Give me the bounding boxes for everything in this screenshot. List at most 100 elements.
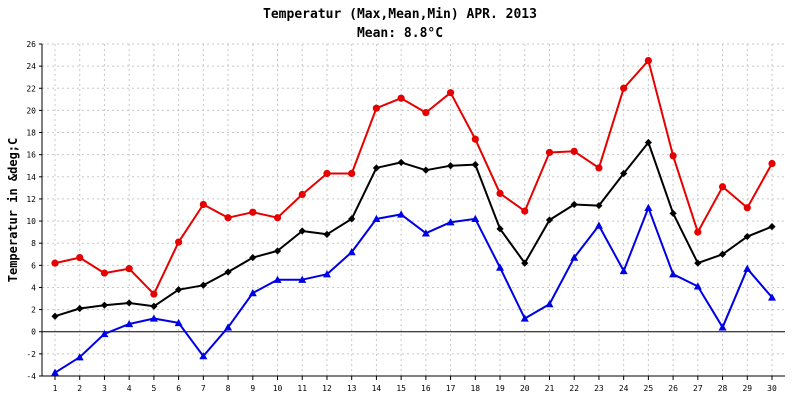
- data-point: [273, 275, 282, 283]
- data-point: [694, 259, 702, 267]
- data-point: [644, 57, 652, 65]
- data-point: [768, 159, 776, 168]
- data-point: [620, 169, 628, 178]
- data-point: [446, 89, 455, 97]
- data-point: [397, 210, 406, 218]
- data-point: [545, 216, 554, 224]
- x-tick-label: 25: [644, 384, 654, 393]
- x-tick-label: 26: [668, 384, 678, 393]
- x-tick-label: 3: [102, 384, 107, 393]
- y-tick-label: 4: [31, 283, 36, 292]
- y-tick-label: 10: [26, 217, 36, 226]
- data-point: [323, 230, 331, 238]
- y-tick-label: 0: [31, 328, 36, 337]
- data-point: [595, 201, 603, 210]
- data-point: [620, 84, 628, 92]
- data-point: [521, 259, 529, 267]
- data-point: [397, 94, 405, 102]
- x-tick-label: 12: [322, 384, 332, 393]
- data-point: [51, 312, 59, 320]
- data-point: [175, 238, 183, 246]
- y-tick-label: 14: [26, 173, 36, 182]
- data-point: [51, 368, 59, 376]
- data-point: [125, 265, 133, 273]
- data-point: [545, 300, 554, 308]
- data-point: [669, 209, 677, 217]
- data-point: [743, 264, 752, 272]
- x-tick-label: 9: [250, 384, 255, 393]
- chart-title: Temperatur (Max,Mean,Min) APR. 2013: [263, 7, 537, 22]
- data-point: [51, 259, 59, 267]
- data-point: [521, 207, 529, 215]
- data-point: [76, 304, 84, 313]
- y-tick-label: 8: [31, 239, 36, 248]
- data-point: [422, 109, 430, 117]
- x-tick-label: 17: [446, 384, 456, 393]
- data-point: [298, 227, 306, 235]
- x-tick-label: 16: [421, 384, 431, 393]
- x-tick-label: 4: [127, 384, 132, 393]
- data-point: [100, 329, 109, 338]
- data-point: [75, 353, 84, 361]
- series-line: [54, 206, 773, 374]
- data-point: [372, 104, 381, 112]
- y-tick-label: 26: [26, 40, 36, 49]
- data-point: [496, 263, 505, 271]
- x-tick-label: 30: [767, 384, 777, 393]
- grid-layer: [42, 43, 785, 376]
- x-tick-label: 22: [569, 384, 579, 393]
- y-axis-label: Temperatur in &deg;C: [6, 138, 20, 283]
- y-tick-label: 24: [26, 62, 36, 71]
- data-point: [249, 253, 257, 262]
- data-point: [693, 282, 702, 290]
- data-point: [570, 200, 578, 209]
- data-point: [273, 247, 282, 255]
- data-point: [496, 225, 504, 233]
- data-point: [570, 147, 578, 155]
- data-point: [694, 228, 702, 236]
- data-point: [174, 318, 183, 327]
- data-point: [594, 221, 603, 229]
- data-point: [397, 158, 405, 167]
- data-point: [718, 323, 727, 331]
- data-point: [199, 200, 207, 209]
- data-point: [595, 164, 603, 172]
- data-point: [446, 218, 455, 226]
- data-point: [545, 148, 554, 157]
- data-point: [149, 314, 158, 322]
- y-tick-label: 18: [26, 129, 36, 138]
- chart-subtitle: Mean: 8.8°C: [357, 26, 443, 41]
- data-point: [619, 266, 628, 275]
- data-point: [372, 214, 381, 223]
- data-point: [125, 299, 133, 307]
- y-tick-label: 20: [26, 106, 36, 115]
- x-tick-label: 1: [53, 384, 58, 393]
- data-point: [669, 270, 678, 278]
- data-point: [199, 281, 207, 289]
- x-tick-label: 8: [226, 384, 231, 393]
- x-tick-label: 7: [201, 384, 206, 393]
- data-point: [372, 164, 381, 172]
- y-tick-label: -4: [26, 372, 36, 381]
- x-tick-label: 24: [619, 384, 629, 393]
- x-tick-label: 13: [347, 384, 357, 393]
- data-point: [471, 161, 479, 169]
- data-point: [125, 319, 134, 328]
- data-point: [347, 248, 356, 256]
- data-point: [224, 214, 232, 222]
- series-1: [51, 57, 776, 298]
- data-point: [150, 290, 158, 298]
- data-point: [348, 215, 356, 223]
- data-point: [520, 314, 529, 322]
- data-point: [768, 293, 776, 301]
- data-point: [644, 138, 652, 147]
- x-tick-label: 28: [718, 384, 728, 393]
- data-point: [421, 229, 430, 237]
- data-point: [743, 204, 751, 212]
- data-point: [496, 189, 504, 197]
- series-layer: [51, 57, 776, 376]
- x-tick-label: 10: [273, 384, 283, 393]
- y-tick-label: -2: [26, 350, 36, 359]
- data-point: [273, 214, 282, 222]
